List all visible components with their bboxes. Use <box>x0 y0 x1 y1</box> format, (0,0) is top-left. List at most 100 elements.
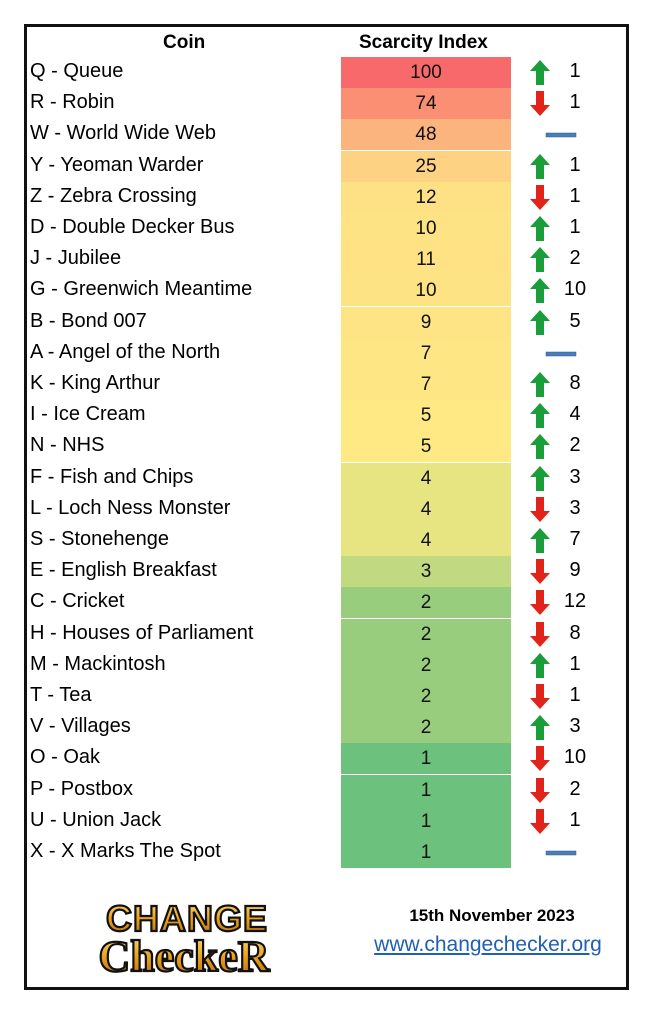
position-change: 8 <box>569 621 581 644</box>
arrow-down-icon <box>530 808 550 834</box>
position-change: 8 <box>569 372 581 394</box>
arrow-up-icon <box>530 434 550 460</box>
coin-name: B - Bond 007 <box>30 309 147 332</box>
header-scarcity-index: Scarcity Index <box>359 32 488 53</box>
coin-name: Z - Zebra Crossing <box>30 184 197 207</box>
position-change: 2 <box>569 247 581 270</box>
no-change-icon <box>545 850 577 856</box>
arrow-down-icon <box>530 621 550 647</box>
scarcity-index-cell: 2 <box>341 712 511 744</box>
scarcity-index-cell: 100 <box>341 57 511 88</box>
table-row: H - Houses of Parliament 2 8 <box>0 618 661 650</box>
arrow-up-icon <box>530 60 550 85</box>
website-link[interactable]: www.changechecker.org <box>374 933 602 956</box>
scarcity-index-cell: 9 <box>341 306 511 338</box>
table-row: C - Cricket 2 12 <box>0 587 661 619</box>
coin-name: H - Houses of Parliament <box>30 621 254 644</box>
scarcity-index-cell: 4 <box>341 462 511 494</box>
scarcity-index-cell: 48 <box>341 119 511 151</box>
arrow-up-icon <box>530 372 550 397</box>
table-row: T - Tea 2 1 <box>0 681 661 712</box>
position-change: 10 <box>563 746 587 769</box>
position-change: 1 <box>569 60 581 82</box>
table-row: N - NHS 5 2 <box>0 431 661 463</box>
table-row: O - Oak 1 10 <box>0 743 661 775</box>
coin-name: T - Tea <box>30 684 92 706</box>
scarcity-index-cell: 2 <box>341 681 511 712</box>
coin-name: I - Ice Cream <box>30 403 146 426</box>
arrow-up-icon <box>530 216 550 241</box>
coin-name: V - Villages <box>30 715 131 738</box>
arrow-down-icon <box>530 184 550 210</box>
position-change: 1 <box>569 184 581 207</box>
arrow-up-icon <box>530 652 550 678</box>
table-row: L - Loch Ness Monster 4 3 <box>0 493 661 525</box>
no-change-icon <box>545 351 577 357</box>
scarcity-index-cell: 4 <box>341 493 511 525</box>
arrow-up-icon <box>530 309 550 335</box>
table-row: X - X Marks The Spot 1 <box>0 837 661 868</box>
coin-name: Y - Yeoman Warder <box>30 153 204 176</box>
coin-name: A - Angel of the North <box>30 340 221 363</box>
scarcity-index-cell: 2 <box>341 618 511 650</box>
table-row: U - Union Jack 1 1 <box>0 805 661 837</box>
arrow-down-icon <box>530 684 550 709</box>
table-row: M - Mackintosh 2 1 <box>0 649 661 681</box>
scarcity-index-cell: 2 <box>341 649 511 681</box>
arrow-up-icon <box>530 715 550 741</box>
coin-name: N - NHS <box>30 434 105 457</box>
logo-line2: CheckeR <box>98 932 270 975</box>
table-row: A - Angel of the North 7 <box>0 337 661 369</box>
position-change: 10 <box>563 278 587 301</box>
scarcity-index-cell: 1 <box>341 805 511 837</box>
coin-name: U - Union Jack <box>30 808 162 831</box>
position-change: 7 <box>569 528 581 550</box>
table-row: P - Postbox 1 2 <box>0 774 661 806</box>
table-row: Z - Zebra Crossing 12 1 <box>0 181 661 213</box>
table-row: Y - Yeoman Warder 25 1 <box>0 150 661 182</box>
scarcity-index-cell: 7 <box>341 337 511 369</box>
position-change: 1 <box>569 91 581 114</box>
no-change-icon <box>545 133 577 138</box>
table-row: I - Ice Cream 5 4 <box>0 400 661 432</box>
position-change: 3 <box>569 496 581 519</box>
arrow-up-icon <box>530 403 550 429</box>
position-change: 1 <box>569 652 581 675</box>
table-row: B - Bond 007 9 5 <box>0 306 661 338</box>
coin-name: S - Stonehenge <box>30 528 169 550</box>
scarcity-index-cell: 2 <box>341 587 511 619</box>
header-coin: Coin <box>163 32 206 53</box>
scarcity-index-cell: 10 <box>341 275 511 307</box>
scarcity-index-cell: 1 <box>341 743 511 775</box>
table-row: K - King Arthur 7 8 <box>0 369 661 400</box>
position-change: 2 <box>569 434 581 457</box>
scarcity-index-cell: 1 <box>341 837 511 868</box>
table-row: V - Villages 2 3 <box>0 712 661 744</box>
table-row: S - Stonehenge 4 7 <box>0 525 661 556</box>
report-date: 15th November 2023 <box>409 906 575 925</box>
table-row: R - Robin 74 1 <box>0 88 661 120</box>
position-change: 4 <box>569 403 581 426</box>
scarcity-index-cell: 74 <box>341 88 511 120</box>
scarcity-index-cell: 4 <box>341 525 511 556</box>
scarcity-index-cell: 25 <box>341 150 511 182</box>
coin-name: O - Oak <box>30 746 101 769</box>
table-row: G - Greenwich Meantime 10 10 <box>0 275 661 307</box>
coin-name: C - Cricket <box>30 590 125 613</box>
arrow-down-icon <box>530 746 550 772</box>
table-row: E - English Breakfast 3 9 <box>0 556 661 588</box>
position-change: 5 <box>569 309 581 332</box>
position-change: 1 <box>569 808 581 831</box>
position-change: 3 <box>569 715 581 738</box>
scarcity-index-cell: 1 <box>341 774 511 806</box>
position-change: 2 <box>569 777 581 800</box>
arrow-up-icon <box>530 247 550 273</box>
arrow-down-icon <box>530 590 550 616</box>
table-row: F - Fish and Chips 4 3 <box>0 462 661 494</box>
arrow-down-icon <box>530 559 550 585</box>
scarcity-index-cell: 5 <box>341 431 511 463</box>
coin-name: K - King Arthur <box>30 372 161 394</box>
coin-name: L - Loch Ness Monster <box>30 496 231 519</box>
coin-name: F - Fish and Chips <box>30 465 194 488</box>
coin-name: X - X Marks The Spot <box>30 840 221 862</box>
